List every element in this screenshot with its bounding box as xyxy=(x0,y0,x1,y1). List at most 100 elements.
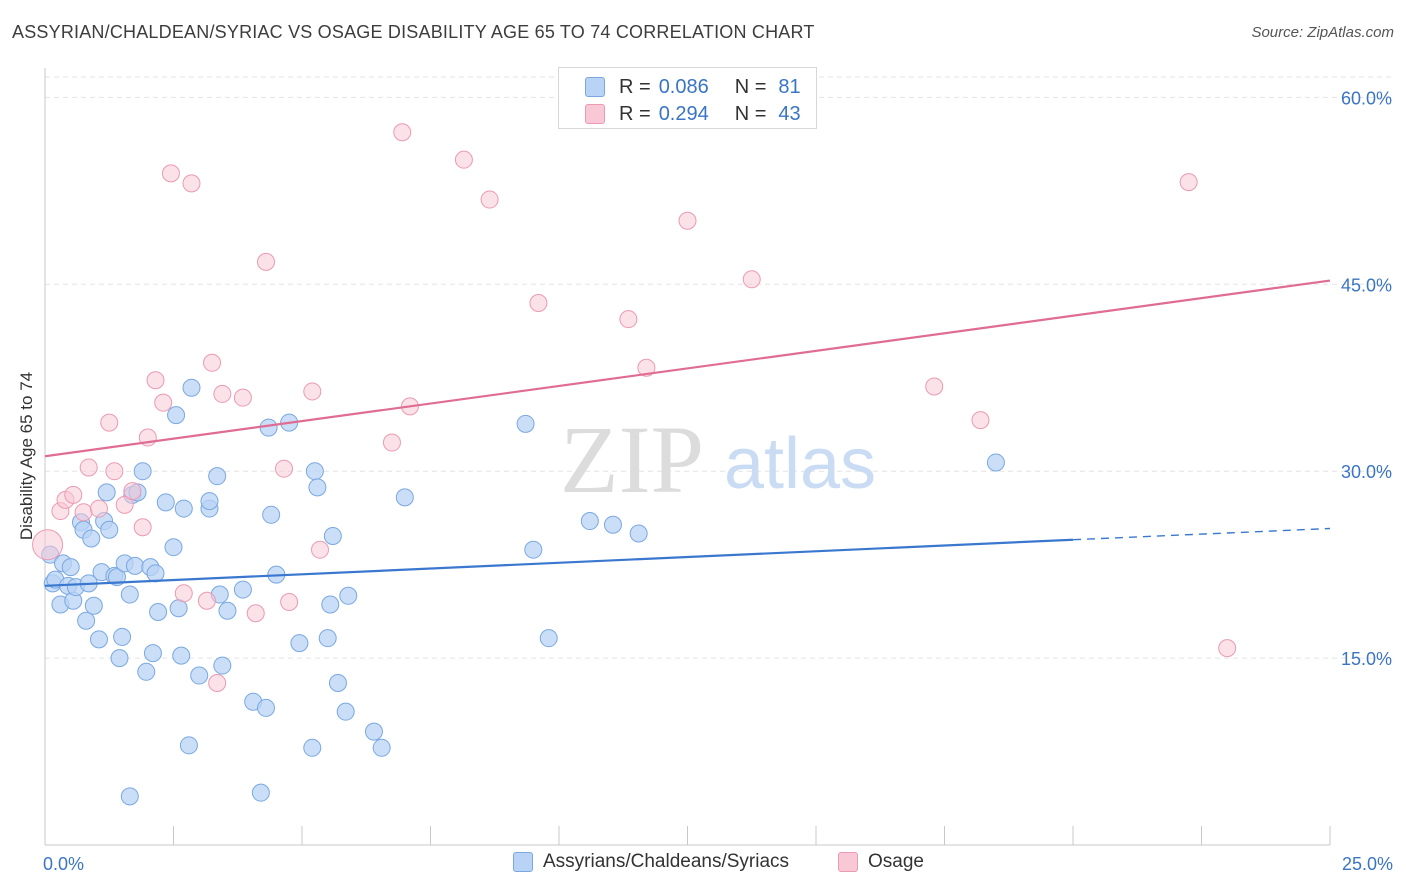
data-point-osage xyxy=(203,353,222,372)
data-point-osage xyxy=(303,382,322,401)
data-point-osage xyxy=(74,503,93,522)
y-axis-label: Disability Age 65 to 74 xyxy=(17,372,36,540)
correlation-legend: R = 0.086 N = 81 R = 0.294 N = 43 xyxy=(558,67,817,129)
data-point-assyrians xyxy=(133,462,152,481)
data-point-assyrians xyxy=(308,478,327,497)
data-point-assyrians xyxy=(516,414,535,433)
r-value: 0.086 xyxy=(658,75,709,98)
data-point-osage xyxy=(105,462,124,481)
data-point-osage xyxy=(32,529,64,561)
data-point-assyrians xyxy=(137,662,156,681)
data-point-osage xyxy=(233,388,252,407)
trend-line-osage xyxy=(44,279,1331,458)
data-point-osage xyxy=(133,518,152,537)
data-point-osage xyxy=(1218,639,1237,658)
data-point-assyrians xyxy=(395,488,414,507)
trend-line-assyrians-extension xyxy=(1072,527,1331,541)
data-point-assyrians xyxy=(323,526,342,545)
data-point-osage xyxy=(64,485,83,504)
zipatlas-watermark: ZIP atlas xyxy=(560,406,876,513)
data-point-osage xyxy=(146,371,165,390)
data-point-assyrians xyxy=(629,524,648,543)
data-point-osage xyxy=(79,458,98,477)
data-point-osage xyxy=(529,293,548,312)
data-point-assyrians xyxy=(84,596,103,615)
trend-line-assyrians xyxy=(44,538,1074,587)
data-point-osage xyxy=(213,384,232,403)
legend-item-osage[interactable]: Osage xyxy=(838,851,924,873)
data-point-osage xyxy=(280,593,299,612)
data-point-assyrians xyxy=(149,602,168,621)
y-tick-label: 45.0% xyxy=(1341,275,1392,295)
gridlines xyxy=(45,76,1395,659)
data-point-assyrians xyxy=(110,649,129,668)
data-point-assyrians xyxy=(251,783,270,802)
data-point-assyrians xyxy=(364,722,383,741)
data-point-assyrians xyxy=(167,406,186,425)
data-point-assyrians xyxy=(169,599,188,618)
data-point-assyrians xyxy=(146,564,165,583)
data-point-osage xyxy=(619,310,638,329)
n-label: N = xyxy=(734,102,767,125)
x-tick-label: 25.0% xyxy=(1342,854,1393,874)
data-point-assyrians xyxy=(318,629,337,648)
data-point-assyrians xyxy=(986,453,1005,472)
data-point-osage xyxy=(678,211,697,230)
data-point-assyrians xyxy=(262,505,281,524)
data-point-osage xyxy=(454,150,473,169)
data-point-assyrians xyxy=(89,630,108,649)
data-point-osage xyxy=(154,393,173,412)
trend-lines xyxy=(44,279,1331,587)
data-point-osage xyxy=(480,190,499,209)
data-point-osage xyxy=(1179,173,1198,192)
legend-swatch-blue xyxy=(513,852,533,872)
n-value: 81 xyxy=(778,75,801,98)
data-point-osage xyxy=(246,604,265,623)
data-point-osage xyxy=(637,358,656,377)
data-point-osage xyxy=(197,591,216,610)
legend-swatch-blue xyxy=(585,77,605,97)
y-tick-label: 15.0% xyxy=(1341,649,1392,669)
data-point-osage xyxy=(257,252,276,271)
legend-row-osage: R = 0.294 N = 43 xyxy=(585,101,801,127)
data-point-assyrians xyxy=(113,627,132,646)
data-point-assyrians xyxy=(213,656,232,675)
n-label: N = xyxy=(734,75,767,98)
data-point-assyrians xyxy=(603,515,622,534)
data-point-assyrians xyxy=(190,666,209,685)
data-point-osage xyxy=(123,482,142,501)
r-value: 0.294 xyxy=(658,102,709,125)
watermark-zip: ZIP xyxy=(560,406,704,513)
data-point-assyrians xyxy=(120,585,139,604)
data-point-assyrians xyxy=(290,634,309,653)
data-point-assyrians xyxy=(233,580,252,599)
tick-labels: 15.0% 30.0% 45.0% 60.0% 0.0% 25.0% xyxy=(43,88,1393,874)
data-point-assyrians xyxy=(257,698,276,717)
data-point-osage xyxy=(275,459,294,478)
data-point-assyrians xyxy=(179,736,198,755)
data-point-assyrians xyxy=(305,462,324,481)
data-point-assyrians xyxy=(100,520,119,539)
data-point-assyrians xyxy=(321,595,340,614)
data-point-assyrians xyxy=(143,644,162,663)
data-point-assyrians xyxy=(77,611,96,630)
data-point-osage xyxy=(971,411,990,430)
data-point-assyrians xyxy=(125,556,144,575)
data-point-assyrians xyxy=(218,601,237,620)
data-point-assyrians xyxy=(97,483,116,502)
data-point-assyrians xyxy=(336,702,355,721)
data-point-osage xyxy=(382,433,401,452)
data-point-assyrians xyxy=(61,558,80,577)
data-point-osage xyxy=(925,377,944,396)
r-label: R = xyxy=(619,102,651,125)
data-point-osage xyxy=(100,413,119,432)
data-point-osage xyxy=(161,164,180,183)
data-point-assyrians xyxy=(164,538,183,557)
data-point-assyrians xyxy=(82,529,101,548)
legend-item-assyrians[interactable]: Assyrians/Chaldeans/Syriacs xyxy=(513,851,789,873)
data-point-osage xyxy=(115,495,134,514)
data-point-assyrians xyxy=(208,467,227,486)
data-point-assyrians xyxy=(303,738,322,757)
watermark-atlas: atlas xyxy=(724,424,876,504)
